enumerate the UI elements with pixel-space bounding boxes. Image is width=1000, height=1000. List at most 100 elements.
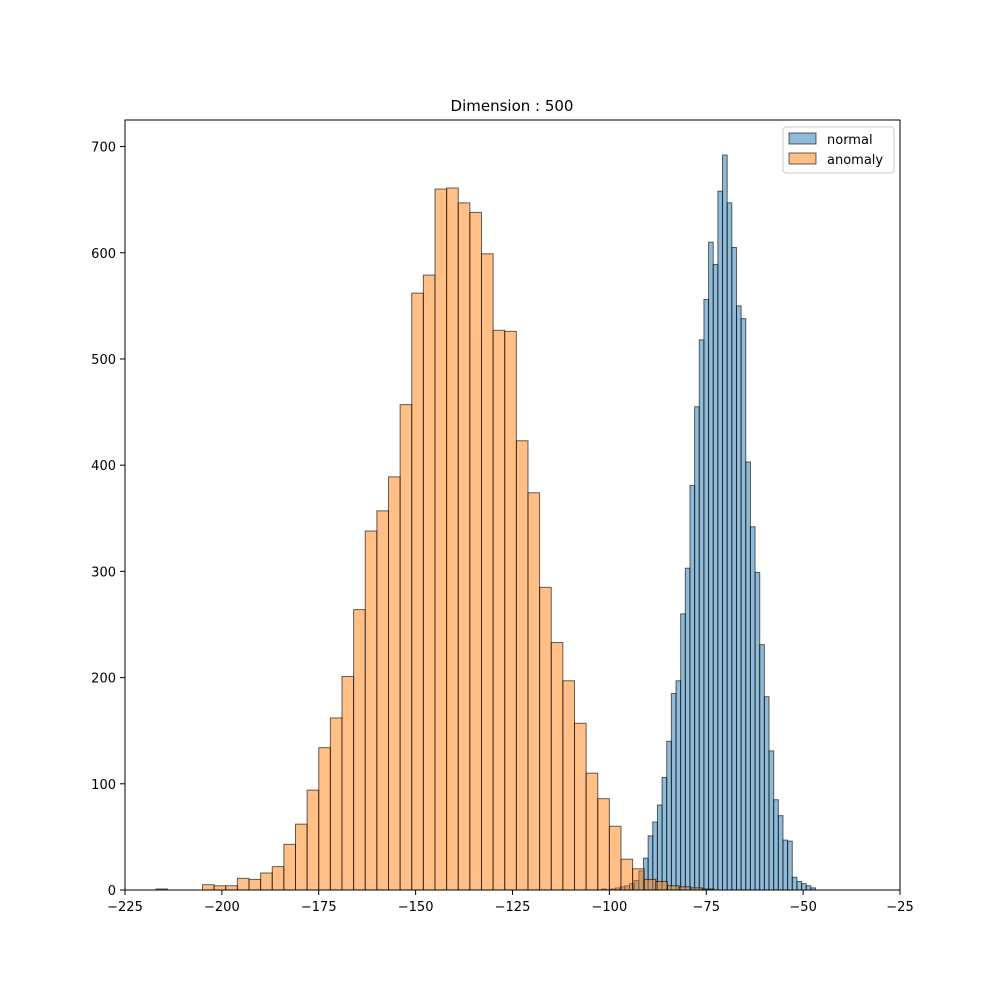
bar-anomaly — [248, 878, 262, 891]
bar-normal — [749, 526, 756, 891]
bar-anomaly — [574, 722, 587, 891]
bar-normal — [666, 740, 672, 891]
x-tick-label: −25 — [886, 900, 913, 915]
bar-anomaly — [457, 202, 471, 891]
bar-normal — [675, 680, 682, 891]
x-tick-label: −125 — [495, 900, 531, 915]
bar-normal — [745, 461, 751, 891]
y-tick-label: 300 — [91, 565, 116, 580]
legend-swatch-normal — [788, 132, 817, 145]
bar-anomaly — [620, 858, 634, 891]
bar-anomaly — [411, 292, 424, 891]
x-axis: −225 −200 −175 −150 −125 −100 −75 −50 −25 — [107, 890, 914, 915]
bar-anomaly — [632, 868, 645, 891]
bar-normal — [731, 246, 737, 891]
bar-normal — [791, 876, 798, 891]
x-tick-label: −150 — [398, 900, 434, 915]
x-tick-label: −75 — [693, 900, 720, 915]
y-tick-label: 700 — [91, 141, 116, 156]
bar-anomaly — [550, 642, 564, 891]
y-tick-label: 600 — [91, 247, 116, 262]
bar-normal — [735, 305, 742, 891]
bar-anomaly — [260, 872, 273, 891]
legend-swatch-anomaly — [788, 152, 817, 165]
bar-normal — [777, 815, 784, 891]
bar-anomaly — [399, 404, 413, 891]
bar-anomaly — [492, 329, 506, 891]
bar-normal — [763, 696, 770, 891]
bar-anomaly — [608, 825, 622, 891]
bar-normal — [782, 839, 789, 891]
chart-title: Dimension : 500 — [451, 97, 574, 115]
bar-normal — [703, 298, 710, 891]
bar-anomaly — [318, 747, 331, 891]
bar-normal — [694, 406, 700, 891]
bar-anomaly — [597, 798, 610, 891]
bar-anomaly — [329, 717, 343, 891]
bar-normal — [722, 154, 728, 891]
bar-normal — [684, 567, 691, 891]
y-tick-label: 400 — [91, 459, 116, 474]
bar-normal — [796, 881, 803, 891]
bar-anomaly — [213, 885, 227, 891]
x-tick-label: −225 — [107, 900, 143, 915]
bar-anomaly — [469, 211, 482, 891]
x-tick-label: −175 — [301, 900, 337, 915]
bar-anomaly — [539, 586, 552, 891]
x-tick-label: −200 — [204, 900, 240, 915]
bar-anomaly — [446, 187, 459, 891]
bar-normal — [670, 693, 677, 891]
bar-normal — [661, 776, 668, 891]
bar-normal — [754, 571, 761, 891]
bar-anomaly — [481, 253, 494, 891]
bar-anomaly — [504, 330, 517, 891]
bar-anomaly — [667, 885, 680, 891]
legend-label-normal: normal — [827, 133, 873, 148]
bar-normal — [805, 885, 812, 891]
bar-normal — [712, 263, 719, 891]
bar-anomaly — [388, 476, 401, 891]
legend: normal anomaly — [782, 126, 895, 174]
bar-normal — [768, 750, 775, 891]
bar-anomaly — [225, 885, 238, 891]
x-tick-label: −100 — [592, 900, 628, 915]
bar-anomaly — [422, 274, 436, 891]
bar-normal — [726, 202, 733, 891]
bar-anomaly — [341, 676, 355, 891]
y-tick-label: 500 — [91, 353, 116, 368]
bar-anomaly — [202, 884, 215, 891]
bar-anomaly — [353, 609, 366, 891]
bar-anomaly — [364, 530, 378, 891]
legend-label-anomaly: anomaly — [827, 153, 883, 168]
bar-normal — [717, 190, 724, 891]
bar-normal — [759, 644, 765, 891]
bar-anomaly — [562, 680, 575, 891]
bar-anomaly — [376, 510, 389, 891]
bar-normal — [708, 241, 714, 891]
bar-anomaly — [527, 492, 541, 891]
bar-normal — [740, 318, 747, 891]
bar-normal — [698, 339, 705, 891]
bar-anomaly — [306, 789, 320, 891]
bar-anomaly — [655, 881, 668, 891]
bar-normal — [801, 883, 807, 891]
bar-normal — [680, 613, 686, 891]
bar-anomaly — [236, 877, 250, 891]
bar-anomaly — [434, 188, 448, 891]
x-tick-label: −50 — [789, 900, 816, 915]
y-axis: 0 100 200 300 400 500 600 700 — [91, 141, 125, 899]
bar-normal — [773, 799, 779, 891]
bar-anomaly — [515, 440, 529, 891]
bar-anomaly — [643, 878, 657, 891]
bar-anomaly — [271, 866, 285, 891]
y-tick-label: 200 — [91, 672, 116, 687]
bar-anomaly — [585, 772, 599, 891]
bar-anomaly — [295, 823, 308, 891]
y-tick-label: 100 — [91, 778, 116, 793]
bar-normal — [689, 484, 696, 891]
bar-normal — [656, 804, 663, 891]
bar-anomaly — [283, 843, 296, 891]
y-tick-label: 0 — [108, 884, 116, 899]
bar-normal — [787, 840, 793, 891]
